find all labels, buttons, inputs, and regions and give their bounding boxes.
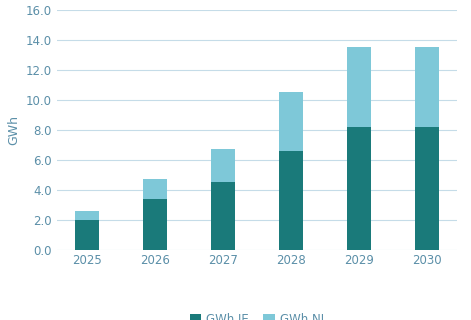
Bar — [211, 182, 235, 250]
Bar — [279, 151, 302, 250]
Bar — [143, 179, 167, 199]
Bar — [415, 47, 439, 127]
Bar — [211, 149, 235, 182]
Bar — [279, 92, 302, 151]
Bar — [75, 220, 98, 250]
Bar — [75, 211, 98, 220]
Legend: GWh IE, GWh NI: GWh IE, GWh NI — [185, 308, 328, 320]
Y-axis label: GWh: GWh — [7, 115, 20, 145]
Bar — [347, 47, 371, 127]
Bar — [415, 127, 439, 250]
Bar — [143, 199, 167, 250]
Bar — [347, 127, 371, 250]
